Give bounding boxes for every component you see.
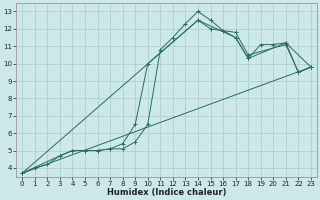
X-axis label: Humidex (Indice chaleur): Humidex (Indice chaleur) (107, 188, 226, 197)
